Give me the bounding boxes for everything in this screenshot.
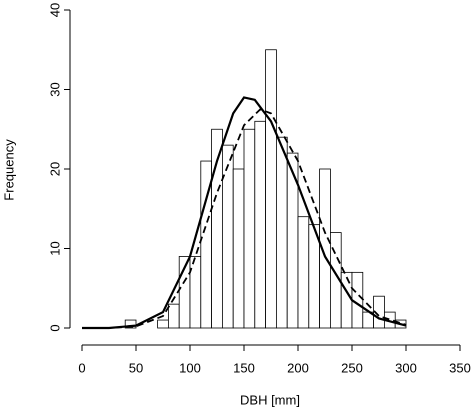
y-tick-label: 0 [47,324,62,331]
bar [124,319,137,329]
x-tick-label: 300 [395,360,417,375]
bar [265,49,277,329]
bar [297,216,310,329]
x-axis-label: DBH [mm] [240,392,300,407]
x-tick-label: 200 [287,360,309,375]
y-axis-label: Frequency [1,139,16,201]
bar [221,144,234,329]
bar [254,120,267,329]
bar [189,256,202,329]
density-curve [82,108,407,329]
x-tick-label: 350 [449,360,471,375]
x-tick-label: 50 [129,360,143,375]
bar [157,319,169,329]
x-tick-label: 150 [233,360,255,375]
bar [340,271,353,329]
x-tick-label: 100 [179,360,201,375]
bar [243,128,256,329]
x-tick-label: 0 [78,360,85,375]
bar [167,303,180,329]
bar [232,168,245,329]
bar [275,136,288,329]
y-tick-label: 10 [47,241,62,255]
y-tick-label: 20 [47,162,62,176]
x-tick-label: 250 [341,360,363,375]
y-tick-label: 30 [47,82,62,96]
density-curve [82,96,407,330]
y-tick-label: 40 [47,3,62,17]
